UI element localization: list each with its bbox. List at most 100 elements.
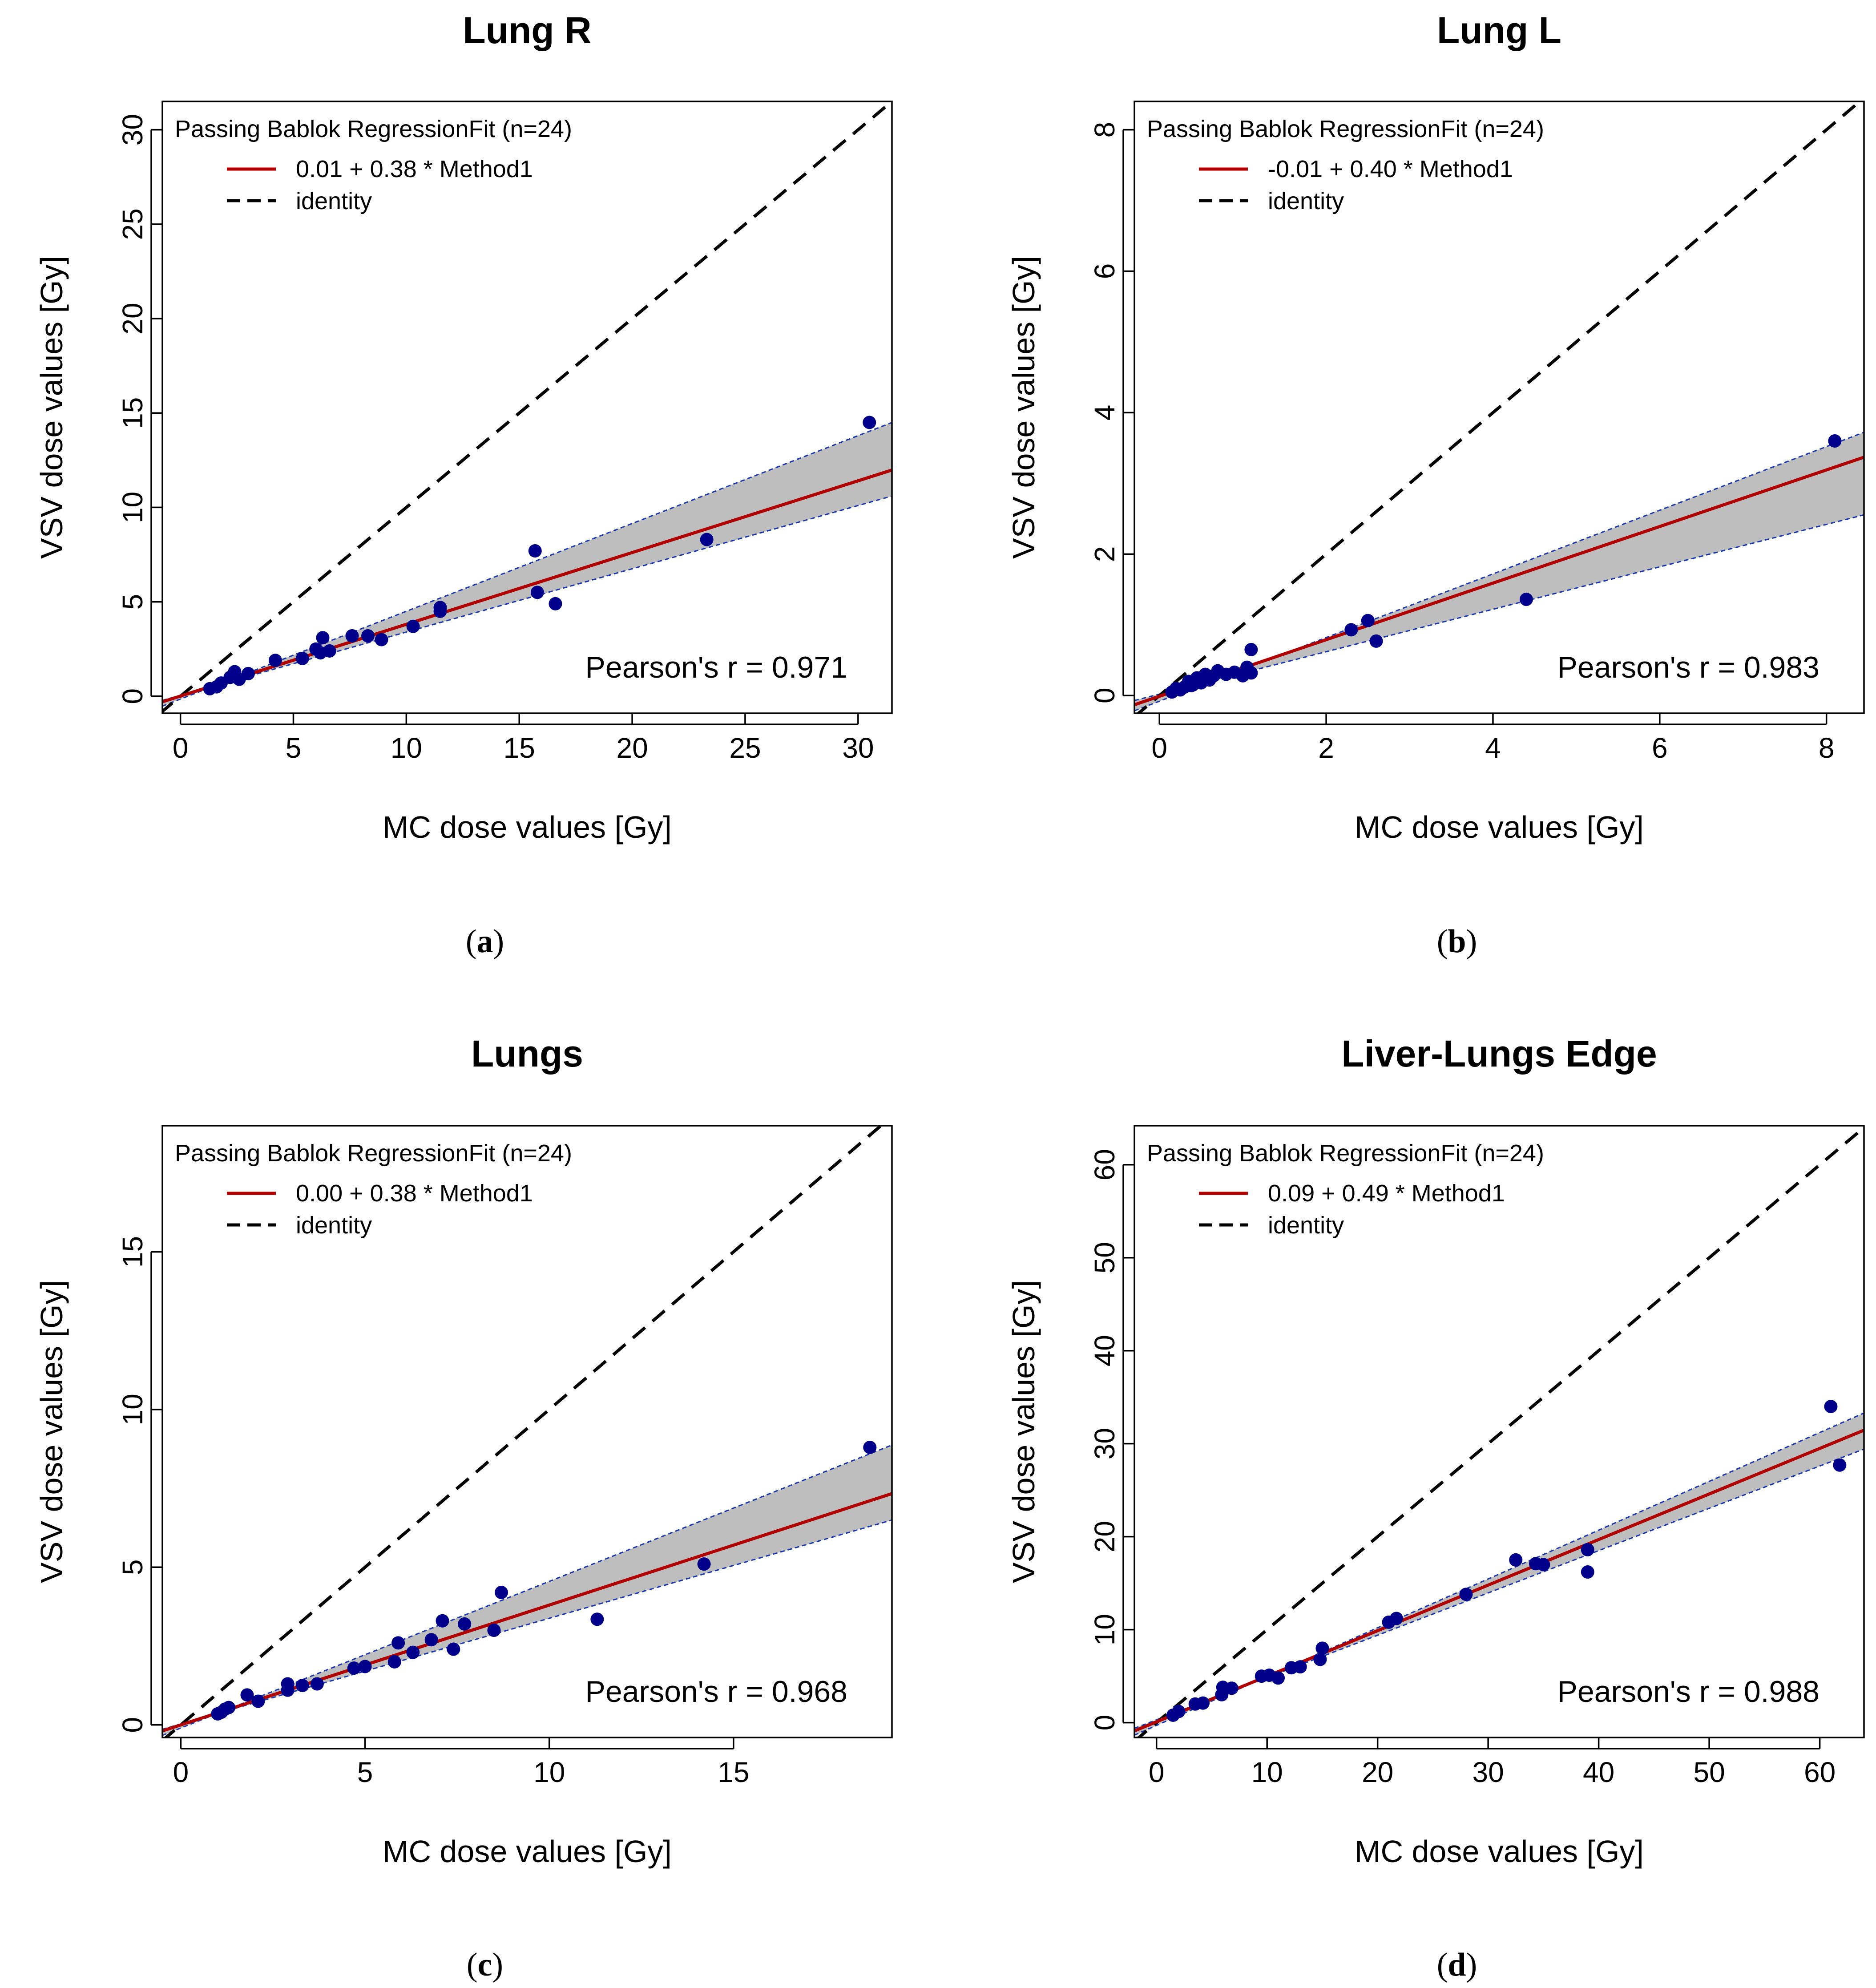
data-point (1344, 623, 1358, 637)
data-point (347, 1661, 361, 1675)
data-point (375, 633, 388, 647)
plot-area (162, 1126, 892, 1737)
pearson-annotation: Pearson's r = 0.971 (585, 651, 847, 684)
plot-frame (161, 101, 893, 714)
ci-lower-line (162, 1519, 892, 1730)
x-tick-label: 4 (1485, 732, 1501, 764)
x-tick-label: 5 (286, 732, 302, 764)
y-tick-label: 4 (1089, 405, 1121, 421)
regression-fit-line (1134, 456, 1864, 707)
y-axis-label: VSV dose values [Gy] (1006, 1280, 1041, 1583)
x-tick-label: 20 (617, 732, 648, 764)
x-tick-label: 0 (173, 732, 189, 764)
data-point (281, 1683, 295, 1697)
ci-lower-line (162, 495, 892, 701)
y-axis-label: VSV dose values [Gy] (34, 256, 69, 559)
x-tick-label: 8 (1819, 732, 1835, 764)
data-point (310, 1677, 324, 1691)
data-point (1207, 669, 1221, 683)
y-tick-label: 6 (1089, 263, 1121, 279)
confidence-band (162, 1445, 892, 1736)
x-tick-label: 20 (1362, 1756, 1393, 1788)
data-point (1833, 1458, 1847, 1472)
x-tick-label: 30 (1473, 1756, 1504, 1788)
data-point (1509, 1553, 1523, 1567)
data-point (1227, 665, 1241, 679)
y-tick-label: 5 (117, 1559, 149, 1575)
y-tick-label: 15 (117, 397, 149, 429)
y-tick-label: 0 (1089, 687, 1121, 703)
data-point (424, 1633, 438, 1647)
data-point (1537, 1558, 1550, 1572)
y-tick-label: 10 (117, 492, 149, 523)
data-point (295, 1679, 309, 1693)
x-tick-label: 30 (842, 732, 874, 764)
data-point (1293, 1660, 1307, 1674)
data-point (251, 1694, 265, 1708)
chart-panel-a: 0 5 10 15 20 25 30 0 5 10 15 20 25 30 Lung R MC dose va… (34, 9, 893, 960)
chart-panel-c: 0 5 10 15 0 5 10 15 Lungs MC dose values [Gy] VSV … (34, 1033, 893, 1983)
legend: Passing Bablok RegressionFit (n=24) 0.09 … (1147, 1140, 1544, 1239)
data-point (345, 629, 359, 643)
x-tick-label: 6 (1652, 732, 1668, 764)
data-point (1172, 1705, 1186, 1718)
data-point (1271, 1671, 1285, 1685)
y-tick-label: 50 (1089, 1242, 1121, 1273)
pearson-annotation: Pearson's r = 0.983 (1557, 651, 1820, 684)
y-tick-label: 0 (117, 1717, 149, 1733)
data-point (1361, 614, 1375, 627)
x-axis-label: MC dose values [Gy] (1355, 1834, 1644, 1869)
plot-frame (161, 1125, 893, 1738)
x-tick-label: 15 (504, 732, 535, 764)
x-tick-label: 40 (1583, 1756, 1614, 1788)
plot-frame (1134, 1125, 1865, 1738)
data-point (1184, 679, 1198, 693)
legend-fit-label: -0.01 + 0.40 * Method1 (1268, 156, 1513, 182)
data-point (1824, 1400, 1838, 1414)
x-tick-label: 50 (1694, 1756, 1725, 1788)
x-tick-label: 15 (718, 1756, 749, 1788)
data-point (391, 1636, 405, 1650)
data-point (700, 533, 714, 546)
data-point (1244, 642, 1258, 656)
data-point (268, 654, 282, 667)
legend-fit-label: 0.09 + 0.49 * Method1 (1268, 1180, 1505, 1207)
data-point (1459, 1588, 1473, 1601)
y-tick-label: 40 (1089, 1335, 1121, 1366)
y-tick-label: 15 (117, 1236, 149, 1268)
chart-title: Lung R (463, 9, 591, 51)
y-tick-label: 20 (1089, 1521, 1121, 1552)
x-axis-label: MC dose values [Gy] (1355, 810, 1644, 844)
identity-line (1136, 101, 1863, 713)
y-tick-label: 10 (1089, 1614, 1121, 1645)
data-point (495, 1585, 508, 1599)
data-point (528, 544, 542, 558)
data-point (487, 1624, 501, 1637)
legend-title: Passing Bablok RegressionFit (n=24) (1147, 116, 1544, 142)
data-point (549, 597, 562, 610)
y-tick-label: 5 (117, 594, 149, 610)
pearson-annotation: Pearson's r = 0.988 (1557, 1675, 1820, 1709)
data-point (1581, 1543, 1594, 1556)
legend: Passing Bablok RegressionFit (n=24) 0.00 … (175, 1140, 572, 1239)
data-point (214, 1705, 228, 1719)
legend-identity-label: identity (296, 188, 372, 214)
y-tick-label: 0 (117, 688, 149, 704)
data-point (1196, 1696, 1210, 1710)
legend-fit-label: 0.00 + 0.38 * Method1 (296, 1180, 533, 1207)
data-point (458, 1617, 472, 1631)
chart-panel-b: 0 2 4 6 8 0 2 4 6 8 Lung L MC dose values [Gy] VSV d… (1006, 9, 1865, 960)
data-point (1244, 666, 1258, 680)
data-point (447, 1642, 460, 1656)
data-point (1828, 434, 1842, 448)
data-point (433, 601, 447, 614)
identity-line (162, 101, 892, 713)
plot-area (1134, 1126, 1864, 1737)
x-tick-label: 5 (357, 1756, 373, 1788)
plot-frame (1134, 101, 1865, 714)
chart-panel-d: 0 10 20 30 40 50 60 0 10 20 30 40 50 60 Liver-Lungs Ed… (1006, 1033, 1865, 1983)
y-axis-label: VSV dose values [Gy] (34, 1280, 69, 1583)
panel-caption: (a) (466, 923, 504, 960)
legend-title: Passing Bablok RegressionFit (n=24) (1147, 1140, 1544, 1167)
